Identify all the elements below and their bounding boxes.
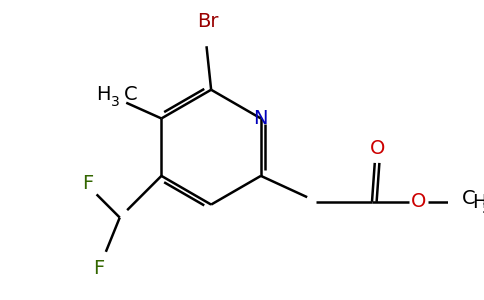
Text: C: C (462, 189, 475, 208)
Text: F: F (93, 259, 104, 278)
Text: Br: Br (197, 12, 219, 32)
Text: 3: 3 (111, 95, 120, 109)
Text: H: H (96, 85, 110, 104)
Text: O: O (410, 192, 426, 211)
Text: N: N (254, 109, 268, 128)
Text: F: F (82, 174, 93, 193)
Text: C: C (124, 85, 138, 104)
Text: 3: 3 (482, 202, 484, 216)
Text: H: H (472, 193, 484, 212)
Text: O: O (370, 139, 385, 158)
